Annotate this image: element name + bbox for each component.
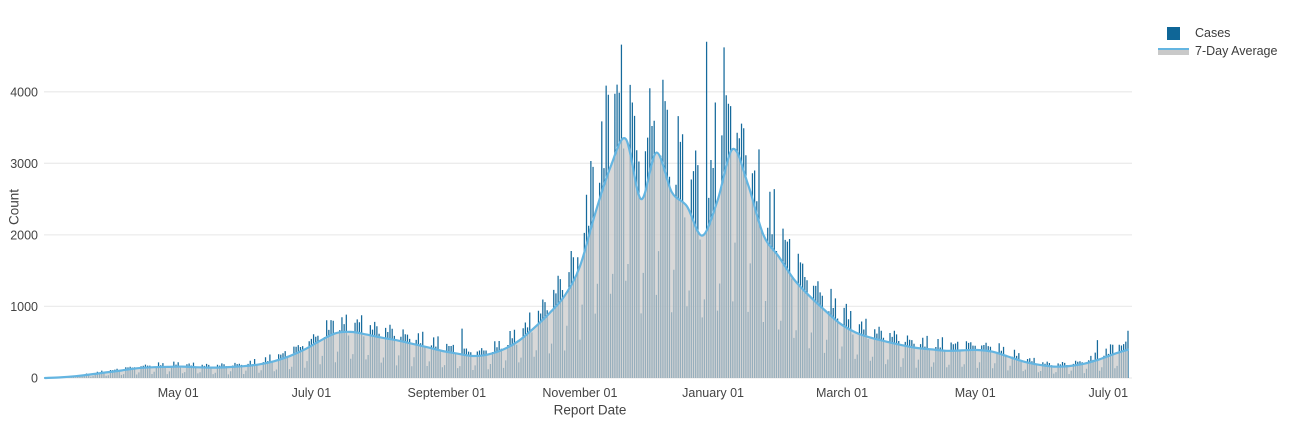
x-tick-label: July 01 [292,386,332,400]
x-axis-title: Report Date [553,402,627,418]
x-tick-label: March 01 [816,386,868,400]
x-tick-label: July 01 [1088,386,1128,400]
average-line[interactable] [43,137,1130,380]
x-tick-label: May 01 [955,386,996,400]
y-tick-label: 3000 [10,157,38,171]
legend-item-cases[interactable]: Cases [1158,26,1277,40]
y-tick-label: 4000 [10,85,38,99]
y-tick-label: 2000 [10,228,38,242]
average-area [45,138,1128,378]
legend-label-cases: Cases [1195,26,1231,40]
legend: Cases 7-Day Average [1158,26,1277,58]
cases-swatch-icon [1158,26,1189,40]
x-tick-label: November 01 [542,386,617,400]
legend-item-7-day-average[interactable]: 7-Day Average [1158,44,1277,58]
x-tick-label: May 01 [158,386,199,400]
y-tick-label: 0 [31,372,38,386]
y-axis-title: Count [6,188,22,226]
y-tick-label: 1000 [10,300,38,314]
x-tick-label: January 01 [682,386,744,400]
average-swatch-icon [1158,47,1189,55]
legend-label-7-day-average: 7-Day Average [1195,44,1278,58]
x-tick-label: September 01 [408,386,487,400]
